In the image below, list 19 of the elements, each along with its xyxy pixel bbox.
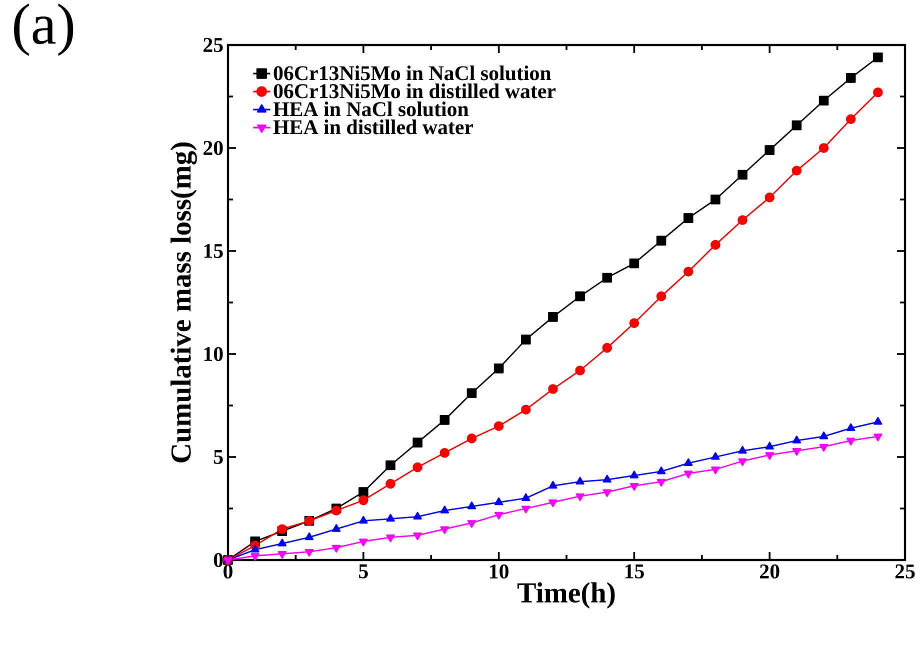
x-tick-label: 25	[895, 564, 915, 578]
text: (a)	[14, 4, 74, 56]
y-tick-label: 5	[214, 450, 223, 464]
x-tick-label: 5	[359, 564, 368, 578]
y-tick-label: 25	[204, 38, 223, 52]
x-tick-label: 10	[490, 564, 508, 579]
legend-label: 06Cr13Ni5Mo in distilled water	[274, 84, 556, 98]
y-tick-label: 15	[204, 244, 223, 258]
x-tick-label: 0	[224, 564, 232, 579]
y-axis-title: Cumulative mass loss(mg)	[170, 142, 197, 462]
y-tick-label: 10	[204, 346, 223, 362]
x-tick-label: 15	[625, 564, 644, 578]
y-tick-label: 20	[204, 140, 223, 156]
legend-label: HEA in distilled water	[273, 120, 474, 134]
y-tick-label: 0	[214, 552, 223, 568]
x-tick-label: 20	[760, 564, 780, 579]
legend-label: 06Cr13Ni5Mo in NaCl solution	[274, 66, 552, 80]
x-axis-title: Time(h)	[517, 582, 615, 608]
legend-label: HEA in NaCl solution	[273, 102, 469, 116]
